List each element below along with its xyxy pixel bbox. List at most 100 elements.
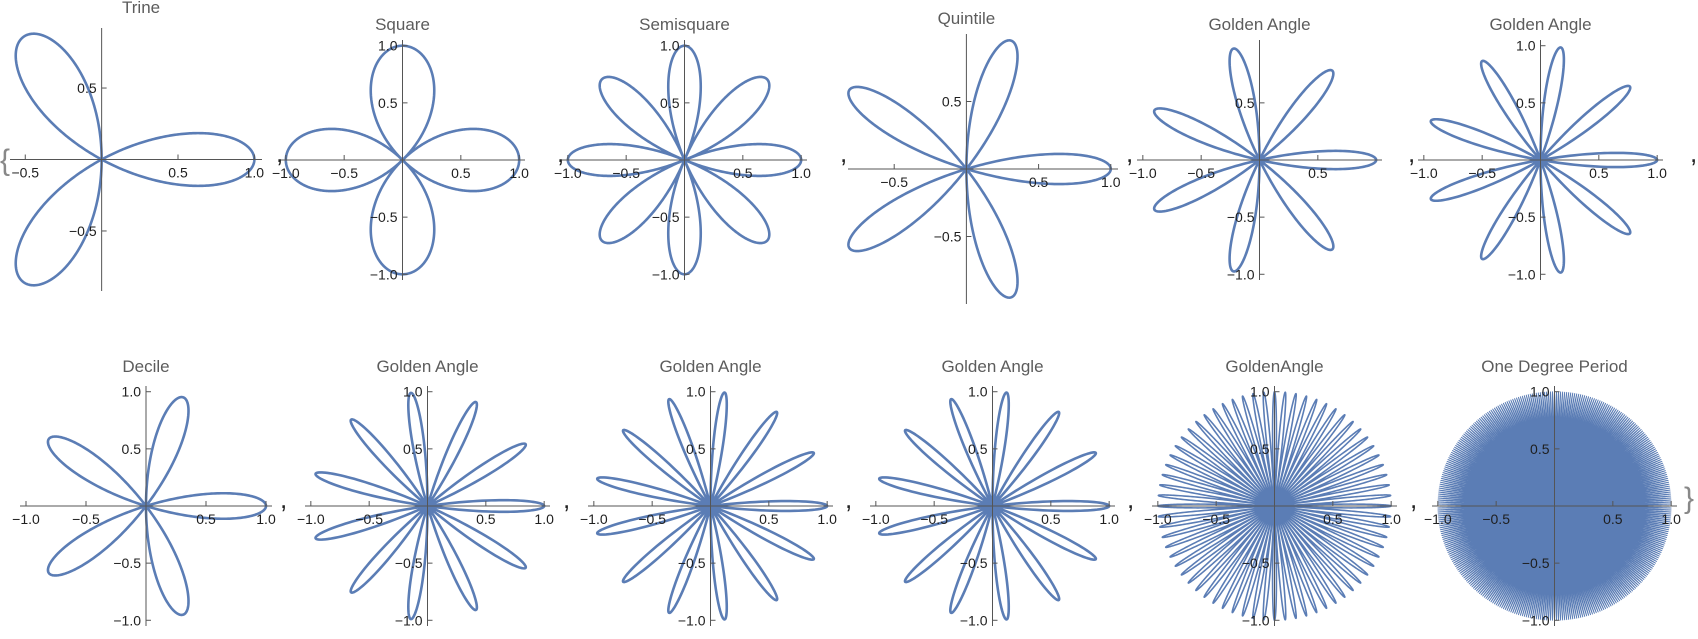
y-tick-label: −0.5 (113, 555, 141, 571)
plot-title: GoldenAngle (1225, 357, 1323, 376)
y-tick-label: 0.5 (1250, 441, 1270, 457)
y-tick-label: −1.0 (1227, 266, 1255, 282)
list-separator-comma: , (563, 484, 570, 514)
plot-title: Trine (122, 0, 160, 17)
y-tick-label: −1.0 (370, 266, 398, 282)
x-tick-label: 0.5 (1029, 174, 1049, 190)
x-tick-label: −0.5 (920, 511, 948, 527)
x-tick-label: 1.0 (1647, 165, 1667, 181)
y-tick-label: −0.5 (69, 223, 97, 239)
y-tick-label: 0.5 (1516, 95, 1536, 111)
x-tick-label: 1.0 (256, 511, 276, 527)
list-separator-comma: , (845, 484, 852, 514)
y-tick-label: 0.5 (686, 441, 706, 457)
x-tick-label: 1.0 (245, 165, 265, 181)
x-tick-label: 0.5 (1308, 165, 1328, 181)
y-tick-label: −1.0 (395, 612, 423, 628)
x-tick-label: 1.0 (534, 511, 554, 527)
y-tick-label: −0.5 (1227, 209, 1255, 225)
plot-title: Semisquare (639, 15, 730, 34)
x-tick-label: −0.5 (880, 174, 908, 190)
plot-title: Golden Angle (376, 357, 478, 376)
x-tick-label: 0.5 (1589, 165, 1609, 181)
x-tick-label: −1.0 (12, 511, 40, 527)
y-tick-label: −1.0 (113, 612, 141, 628)
rose-plot-3: −1.0 −0.5 0.5 1.0 −1.0 −0.5 0.5 1.0 Semisquare (554, 15, 811, 282)
x-tick-label: −0.5 (330, 165, 358, 181)
plot-title: Quintile (938, 9, 996, 28)
x-tick-label: −1.0 (272, 165, 300, 181)
y-tick-label: −0.5 (652, 209, 680, 225)
x-tick-label: −1.0 (554, 165, 582, 181)
x-tick-label: −0.5 (1187, 165, 1215, 181)
y-tick-label: 1.0 (1516, 38, 1536, 54)
x-tick-label: 0.5 (1041, 511, 1061, 527)
x-tick-label: −0.5 (612, 165, 640, 181)
y-tick-label: −1.0 (678, 612, 706, 628)
y-tick-label: 1.0 (968, 384, 988, 400)
plot-title: Golden Angle (941, 357, 1043, 376)
y-tick-label: −0.5 (395, 555, 423, 571)
x-tick-label: −1.0 (297, 511, 325, 527)
y-tick-label: 0.5 (968, 441, 988, 457)
rose-plot-2: −1.0 −0.5 0.5 1.0 −1.0 −0.5 0.5 1.0 Square (272, 15, 529, 282)
plot-title: One Degree Period (1481, 357, 1627, 376)
x-tick-label: −0.5 (1202, 511, 1230, 527)
y-tick-label: 0.5 (942, 94, 962, 110)
y-tick-label: −0.5 (1522, 555, 1550, 571)
x-tick-label: −1.0 (580, 511, 608, 527)
x-tick-label: 0.5 (1603, 511, 1623, 527)
list-separator-comma: , (280, 484, 287, 514)
x-tick-label: 0.5 (476, 511, 496, 527)
rose-plot-1: −0.5 0.5 1.0 −0.5 0.5 Trine (10, 0, 264, 291)
x-tick-label: −0.5 (11, 165, 39, 181)
rose-plot-7: −1.0 −0.5 0.5 1.0 −1.0 −0.5 0.5 1.0 Decile (12, 357, 276, 628)
rose-plot-11: −1.0 −0.5 0.5 1.0 −1.0 −0.5 0.5 1.0 GoldenAngle (1144, 357, 1401, 628)
x-tick-label: 1.0 (1099, 511, 1119, 527)
x-tick-label: 0.5 (733, 165, 753, 181)
x-tick-label: −1.0 (862, 511, 890, 527)
y-tick-label: 0.5 (1235, 95, 1255, 111)
y-tick-label: −0.5 (370, 209, 398, 225)
y-tick-label: 0.5 (660, 95, 680, 111)
x-tick-label: 1.0 (1101, 174, 1121, 190)
x-tick-label: 0.5 (759, 511, 779, 527)
x-tick-label: −1.0 (1144, 511, 1172, 527)
x-tick-label: 0.5 (1323, 511, 1343, 527)
rose-plot-6: −1.0 −0.5 0.5 1.0 −1.0 −0.5 0.5 1.0 Golden Angle (1410, 15, 1667, 282)
rose-plot-12: −1.0 −0.5 0.5 1.0 −1.0 −0.5 0.5 1.0 One Degree P… (1424, 357, 1681, 628)
x-tick-label: −0.5 (1482, 511, 1510, 527)
plot-title: Decile (122, 357, 169, 376)
rose-plot-4: −0.5 0.5 1.0 −0.5 0.5 Quintile (847, 9, 1121, 304)
x-tick-label: 1.0 (791, 165, 811, 181)
list-separator-comma: , (1408, 138, 1415, 168)
y-tick-label: 1.0 (122, 384, 142, 400)
plot-title: Square (375, 15, 430, 34)
y-tick-label: −1.0 (960, 612, 988, 628)
x-tick-label: 0.5 (451, 165, 471, 181)
y-tick-label: 0.5 (378, 95, 398, 111)
y-tick-label: −0.5 (934, 229, 962, 245)
y-tick-label: −1.0 (652, 266, 680, 282)
x-tick-label: 1.0 (1661, 511, 1681, 527)
list-separator-comma: , (1127, 484, 1134, 514)
rose-plot-10: −1.0 −0.5 0.5 1.0 −1.0 −0.5 0.5 1.0 Golden Angle (862, 357, 1119, 628)
x-tick-label: −0.5 (1468, 165, 1496, 181)
y-tick-label: −1.0 (1522, 612, 1550, 628)
plot-title: Golden Angle (1489, 15, 1591, 34)
list-separator-comma: , (1410, 484, 1417, 514)
x-tick-label: 1.0 (1381, 511, 1401, 527)
list-open-brace: { (0, 144, 10, 177)
y-tick-label: 1.0 (660, 38, 680, 54)
x-tick-label: −0.5 (638, 511, 666, 527)
y-tick-label: −1.0 (1508, 266, 1536, 282)
list-separator-comma: , (1690, 138, 1697, 168)
y-tick-label: 0.5 (122, 441, 142, 457)
y-tick-label: −0.5 (1242, 555, 1270, 571)
rose-plot-9: −1.0 −0.5 0.5 1.0 −1.0 −0.5 0.5 1.0 Golden Angle (580, 357, 837, 628)
y-tick-label: 1.0 (378, 38, 398, 54)
y-tick-label: −0.5 (1508, 209, 1536, 225)
x-tick-label: 1.0 (817, 511, 837, 527)
y-tick-label: −0.5 (960, 555, 988, 571)
